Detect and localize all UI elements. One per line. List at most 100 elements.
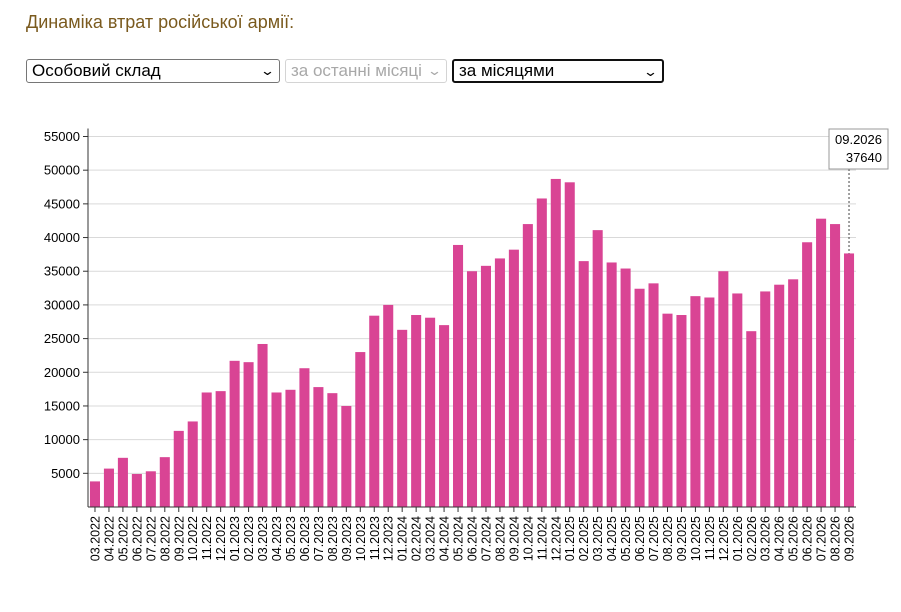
bar[interactable]	[369, 315, 380, 507]
bar[interactable]	[550, 178, 561, 507]
bar[interactable]	[830, 224, 841, 507]
bar[interactable]	[494, 258, 505, 507]
bar[interactable]	[299, 368, 310, 507]
x-tick-label: 04.2022	[102, 516, 116, 561]
x-tick-label: 10.2025	[689, 516, 703, 561]
x-axis-ticks: 03.2022 04.2022 05.2022 06.2022 07.2022 08.20…	[88, 507, 857, 561]
bar[interactable]	[704, 297, 715, 507]
bar[interactable]	[802, 242, 813, 507]
bar[interactable]	[355, 352, 366, 507]
y-axis-ticks: 5000 10000 15000 20000 25000 30000 35000 40000 4…	[44, 129, 88, 481]
bar[interactable]	[480, 265, 491, 507]
x-tick-label: 12.2022	[214, 516, 228, 561]
bar[interactable]	[411, 315, 422, 507]
bar[interactable]	[215, 391, 226, 507]
y-tick-label: 35000	[44, 264, 80, 279]
bar[interactable]	[453, 244, 464, 508]
x-tick-label: 05.2023	[284, 516, 298, 561]
tooltip-value: 37640	[846, 150, 882, 165]
x-tick-label: 01.2026	[731, 516, 745, 561]
x-tick-label: 03.2023	[256, 516, 270, 561]
x-tick-label: 05.2022	[116, 516, 130, 561]
bar[interactable]	[606, 262, 617, 507]
bar[interactable]	[592, 230, 603, 508]
tooltip: 09.2026 37640	[828, 128, 889, 254]
x-tick-label: 11.2022	[200, 516, 214, 560]
bar[interactable]	[662, 313, 673, 507]
bar[interactable]	[690, 296, 701, 507]
bar[interactable]	[620, 268, 631, 507]
bar[interactable]	[229, 360, 240, 507]
bar[interactable]	[816, 218, 827, 507]
bar[interactable]	[257, 343, 268, 507]
bar[interactable]	[718, 271, 729, 507]
bar[interactable]	[201, 392, 212, 507]
x-tick-label: 03.2025	[591, 516, 605, 561]
bar[interactable]	[383, 304, 394, 507]
x-tick-label: 07.2026	[815, 516, 829, 561]
bar[interactable]	[508, 249, 519, 508]
y-tick-label: 45000	[44, 196, 80, 211]
x-tick-label: 02.2023	[242, 516, 256, 561]
bar[interactable]	[760, 291, 771, 507]
bar[interactable]	[187, 421, 198, 507]
x-tick-label: 04.2025	[605, 516, 619, 561]
x-tick-label: 03.2022	[88, 516, 102, 561]
bar[interactable]	[89, 481, 101, 507]
x-tick-label: 12.2024	[549, 516, 563, 561]
x-tick-label: 11.2025	[703, 516, 717, 560]
x-tick-label: 06.2024	[466, 516, 480, 561]
bar[interactable]	[397, 329, 408, 507]
bar[interactable]	[843, 253, 855, 507]
bar[interactable]	[243, 362, 254, 507]
grouping-select-value: за місяцями	[459, 61, 555, 80]
chevron-down-icon: ⌄	[426, 63, 443, 78]
x-tick-label: 05.2025	[619, 516, 633, 561]
bar[interactable]	[425, 317, 436, 507]
x-tick-label: 07.2023	[312, 516, 326, 561]
category-select[interactable]: Особовий склад ⌄	[26, 59, 280, 83]
bar[interactable]	[173, 430, 184, 507]
x-tick-label: 09.2026	[843, 516, 857, 561]
bar[interactable]	[466, 271, 478, 507]
bar[interactable]	[159, 457, 170, 507]
bar[interactable]	[341, 405, 352, 507]
category-select-value: Особовий склад	[32, 61, 161, 80]
y-tick-label: 50000	[44, 163, 80, 178]
x-tick-label: 02.2024	[410, 516, 424, 561]
y-tick-label: 25000	[44, 331, 80, 346]
chevron-down-icon: ⌄	[259, 63, 276, 78]
bar[interactable]	[103, 468, 114, 507]
bar[interactable]	[578, 261, 589, 507]
x-tick-label: 09.2025	[675, 516, 689, 561]
bar[interactable]	[634, 288, 645, 507]
bar[interactable]	[788, 279, 799, 507]
x-tick-label: 08.2026	[829, 516, 843, 561]
chart-title: Динаміка втрат російської армії:	[26, 12, 295, 32]
bar[interactable]	[145, 471, 156, 507]
x-tick-label: 06.2023	[298, 516, 312, 561]
bar[interactable]	[285, 389, 296, 507]
grouping-select[interactable]: за місяцями ⌄	[452, 59, 664, 83]
bar[interactable]	[564, 182, 575, 508]
x-tick-label: 12.2023	[382, 516, 396, 561]
x-tick-label: 04.2024	[438, 516, 452, 561]
bar[interactable]	[271, 392, 282, 507]
bar[interactable]	[732, 293, 743, 507]
x-tick-label: 11.2024	[535, 516, 549, 560]
bar[interactable]	[536, 198, 547, 507]
bar[interactable]	[117, 457, 128, 507]
bar[interactable]	[522, 224, 533, 507]
x-tick-label: 08.2024	[493, 516, 507, 561]
bar[interactable]	[131, 473, 142, 507]
bar[interactable]	[676, 315, 687, 507]
bar[interactable]	[327, 393, 338, 507]
bar[interactable]	[746, 331, 757, 507]
bar[interactable]	[313, 387, 324, 507]
x-tick-label: 01.2023	[228, 516, 242, 561]
bar[interactable]	[648, 283, 659, 507]
bar[interactable]	[439, 325, 450, 507]
x-tick-label: 10.2022	[186, 516, 200, 561]
x-tick-label: 09.2024	[507, 516, 521, 561]
bar[interactable]	[774, 284, 785, 507]
